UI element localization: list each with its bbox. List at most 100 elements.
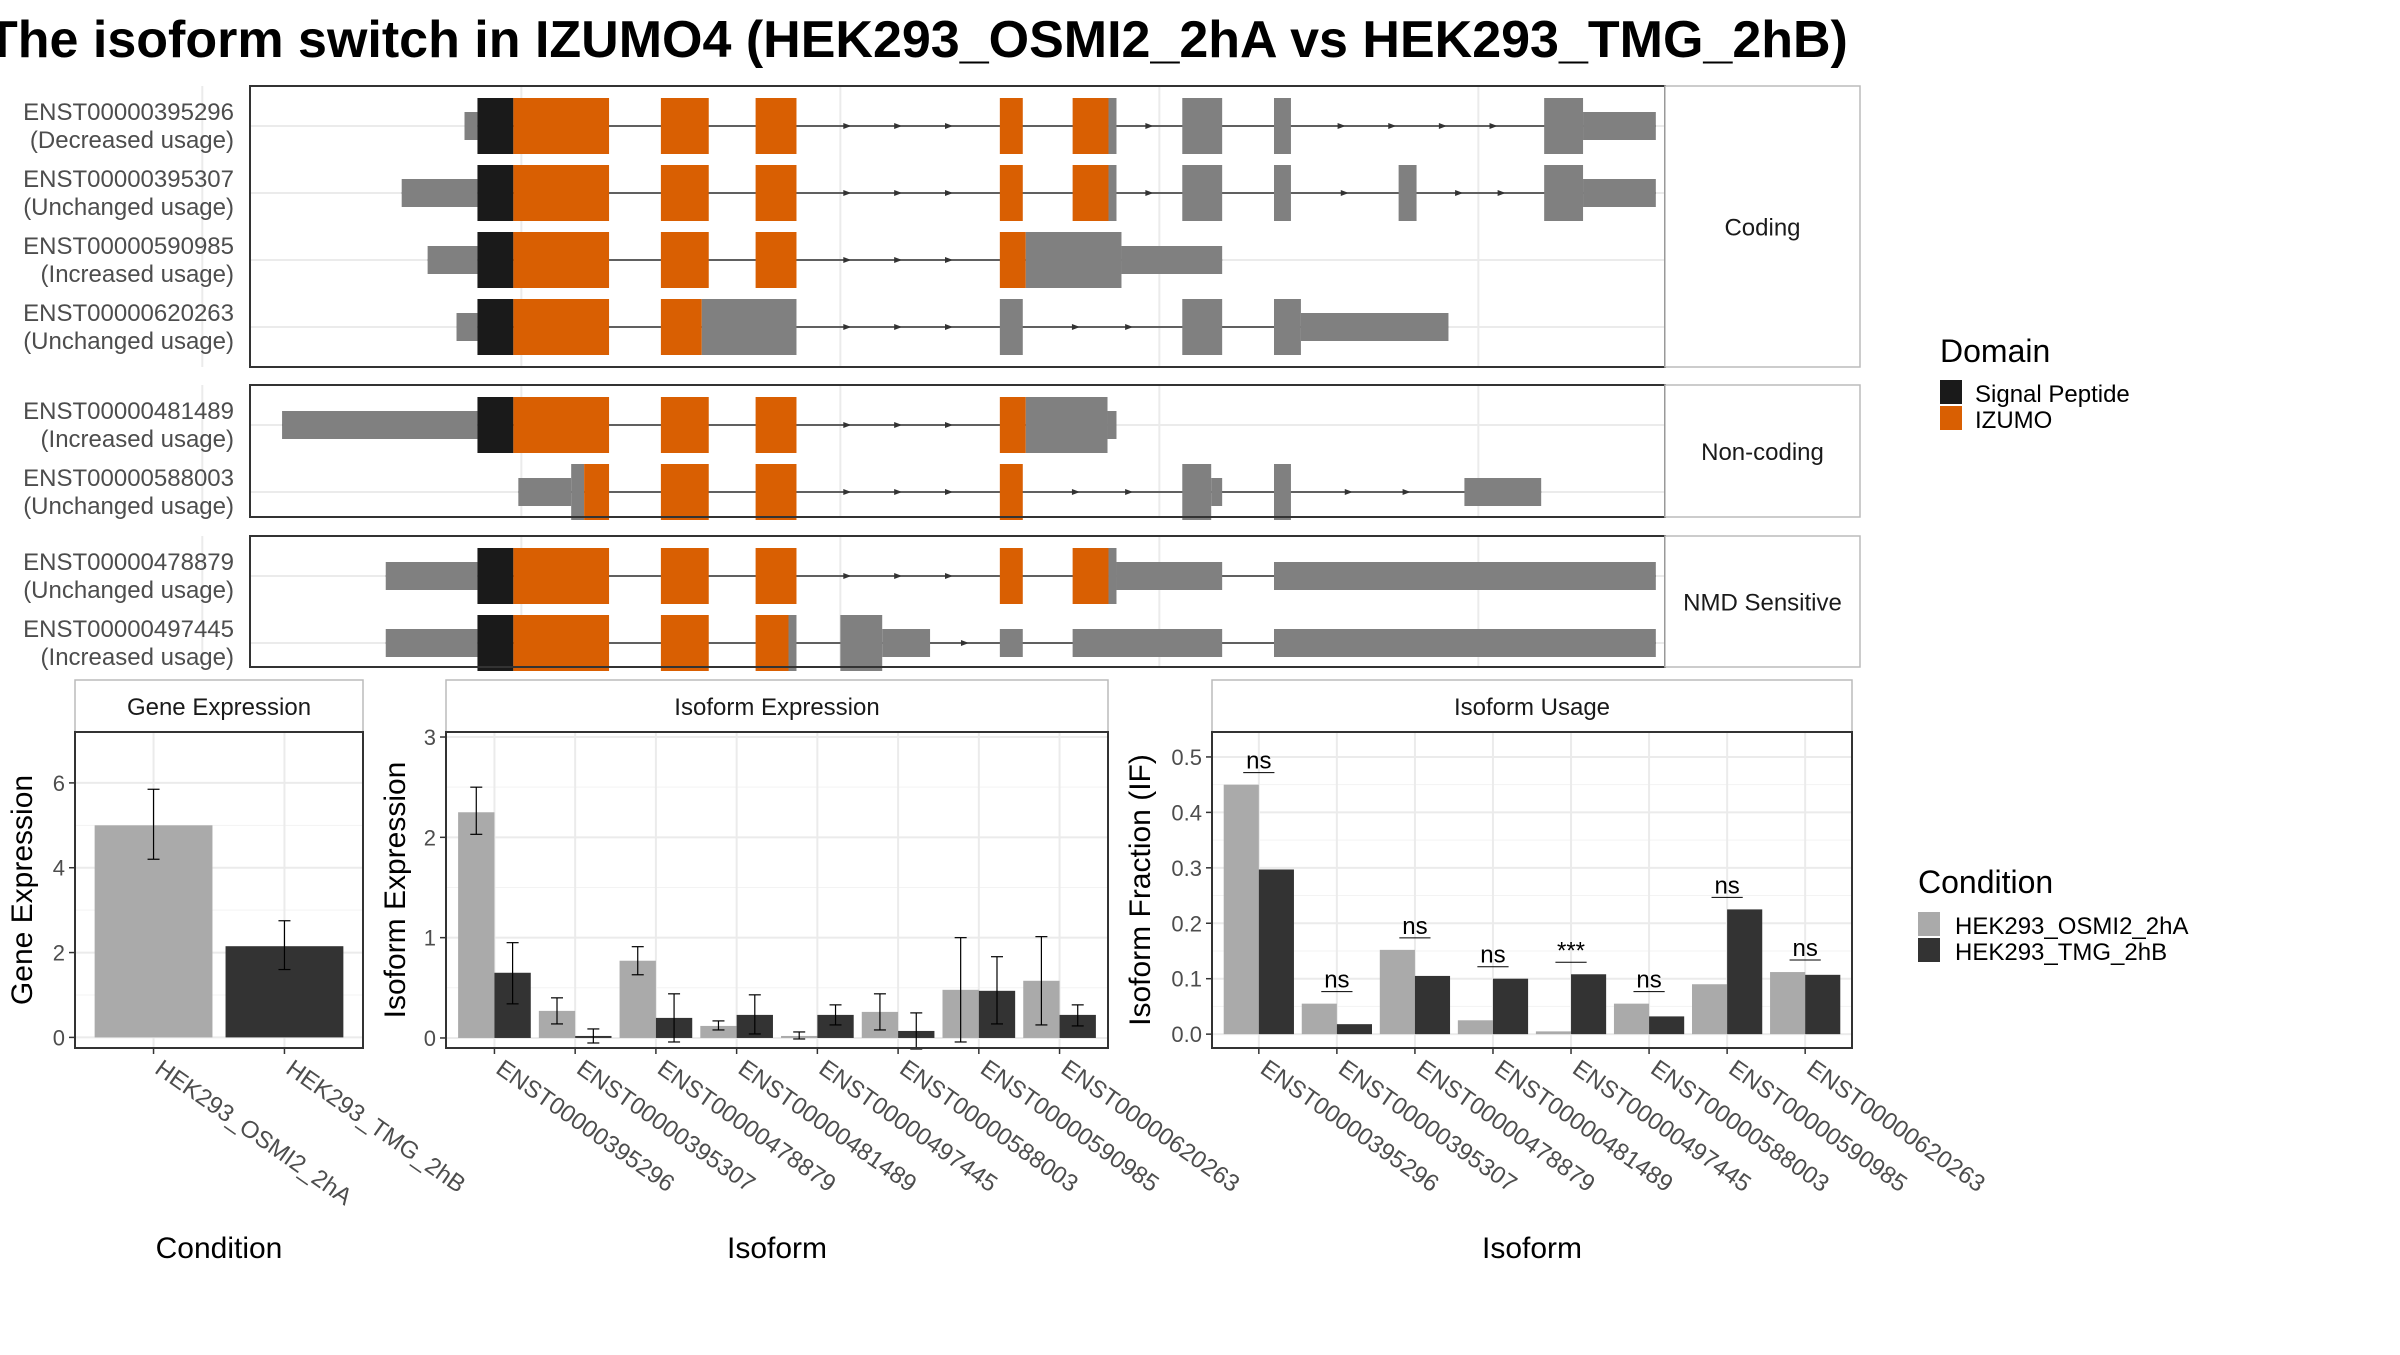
transcript-usage-label: (Increased usage) <box>41 426 234 453</box>
exon-block <box>1108 165 1117 221</box>
bar <box>1336 1024 1372 1035</box>
y-tick-label: 0.1 <box>1171 967 1202 992</box>
exon-block <box>1274 562 1656 590</box>
izumo-domain-exon <box>755 548 797 604</box>
izumo-domain-exon <box>660 98 709 154</box>
intron-arrow <box>945 489 954 495</box>
panel-border <box>1211 731 1853 1049</box>
exon-block <box>999 299 1023 355</box>
intron-arrow <box>1388 123 1397 129</box>
bar <box>1727 909 1763 1035</box>
exon-block <box>882 629 931 657</box>
bar <box>1223 784 1259 1035</box>
y-tick-label: 2 <box>424 825 436 850</box>
bar <box>1414 975 1451 1035</box>
intron-arrow <box>894 489 903 495</box>
intron-arrow <box>894 123 903 129</box>
y-tick-label: 0 <box>53 1025 65 1050</box>
legend-label-izumo: IZUMO <box>1975 407 2052 434</box>
exon-block <box>1583 179 1656 207</box>
intron-arrow <box>843 489 852 495</box>
significance-label: ns <box>1636 967 1661 994</box>
izumo-domain-exon <box>1072 165 1109 221</box>
exon-block <box>1544 98 1584 154</box>
y-tick-label: 2 <box>53 941 65 966</box>
intron-arrow <box>945 257 954 263</box>
intron-arrow <box>1344 489 1353 495</box>
izumo-domain-exon <box>755 98 797 154</box>
y-tick-label: 0.4 <box>1171 800 1202 825</box>
intron-arrow <box>1071 489 1080 495</box>
exon-block <box>456 313 478 341</box>
y-tick-label: 0.2 <box>1171 911 1202 936</box>
bar <box>1492 978 1529 1035</box>
izumo-domain-exon <box>513 299 610 355</box>
izumo-domain-exon <box>513 98 610 154</box>
significance-label: ns <box>1792 935 1817 962</box>
transcript-id-label: ENST00000590985 <box>23 233 234 260</box>
exon-block <box>1274 629 1656 657</box>
y-tick-label: 3 <box>424 725 436 750</box>
y-axis-title: Isoform Fraction (IF) <box>1124 754 1157 1026</box>
signal-peptide-exon <box>477 98 514 154</box>
intron-arrow <box>945 324 954 330</box>
izumo-domain-exon <box>660 397 709 453</box>
exon-block <box>1182 165 1223 221</box>
izumo-domain-exon <box>660 615 709 671</box>
intron-arrow <box>843 573 852 579</box>
izumo-domain-exon <box>513 615 610 671</box>
panel-border <box>445 731 1109 1049</box>
exon-block <box>401 179 478 207</box>
izumo-domain-exon <box>755 165 797 221</box>
izumo-domain-exon <box>660 464 709 520</box>
transcript-id-label: ENST00000478879 <box>23 549 234 576</box>
y-axis-title: Isoform Expression <box>379 762 412 1019</box>
bar <box>1301 1003 1337 1035</box>
transcript-usage-label: (Unchanged usage) <box>23 493 234 520</box>
izumo-domain-exon <box>999 165 1023 221</box>
signal-peptide-exon <box>477 397 514 453</box>
izumo-domain-exon <box>999 232 1026 288</box>
transcript-id-label: ENST00000497445 <box>23 616 234 643</box>
exon-block <box>1274 464 1291 520</box>
page-title: The isoform switch in IZUMO4 (HEK293_OSM… <box>0 11 1848 69</box>
legend-label-condition-a: HEK293_OSMI2_2hA <box>1955 913 2188 940</box>
transcript-id-label: ENST00000481489 <box>23 398 234 425</box>
signal-peptide-exon <box>477 548 514 604</box>
exon-block <box>571 464 585 520</box>
bar <box>1457 1020 1493 1035</box>
exon-block <box>1464 478 1542 506</box>
exon-block <box>427 246 478 274</box>
izumo-domain-exon <box>513 548 610 604</box>
transcript-usage-label: (Increased usage) <box>41 261 234 288</box>
bar <box>458 812 495 1038</box>
group-strip-label: Coding <box>1724 215 1800 242</box>
transcript-usage-label: (Decreased usage) <box>30 127 234 154</box>
exon-block <box>1182 464 1212 520</box>
exon-block <box>385 562 478 590</box>
bar <box>1613 1003 1650 1035</box>
intron-arrow <box>960 640 969 646</box>
intron-arrow <box>945 190 954 196</box>
intron-arrow <box>1489 123 1498 129</box>
exon-block <box>999 629 1023 657</box>
izumo-domain-exon <box>999 397 1026 453</box>
exon-block <box>1300 313 1449 341</box>
bar <box>1571 974 1607 1035</box>
transcript-id-label: ENST00000395307 <box>23 166 234 193</box>
exon-block <box>1025 232 1122 288</box>
panel-strip-title: Isoform Expression <box>674 694 879 721</box>
exon-block <box>1182 98 1223 154</box>
izumo-domain-exon <box>660 548 709 604</box>
intron-arrow <box>843 190 852 196</box>
signal-peptide-exon <box>477 299 514 355</box>
panel-strip-title: Isoform Usage <box>1454 694 1610 721</box>
exon-block <box>840 615 883 671</box>
intron-arrow <box>843 422 852 428</box>
panel-strip <box>74 679 364 733</box>
exon-block <box>1398 165 1417 221</box>
exon-block <box>518 478 572 506</box>
transcript-usage-label: (Unchanged usage) <box>23 577 234 604</box>
izumo-domain-exon <box>755 615 789 671</box>
